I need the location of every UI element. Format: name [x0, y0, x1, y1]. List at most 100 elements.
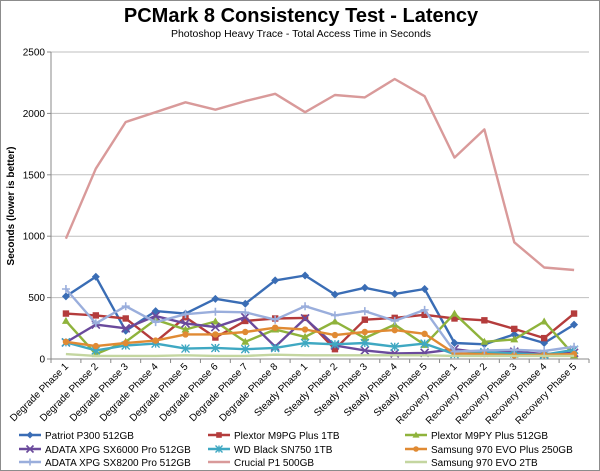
- data-point: [61, 292, 70, 301]
- data-point: [215, 445, 223, 453]
- data-point: [540, 317, 549, 325]
- data-point: [481, 317, 488, 324]
- data-point: [360, 345, 370, 355]
- data-point: [451, 315, 458, 322]
- data-point: [330, 339, 340, 349]
- legend-label: ADATA XPG SX6000 Pro 512GB: [45, 445, 191, 456]
- data-point: [450, 339, 459, 348]
- y-axis-ticks: 0 500 1000 1500 2000 2500: [23, 48, 46, 366]
- data-point: [420, 285, 429, 294]
- x-tick-label: Steady Phase 5: [372, 361, 430, 419]
- data-point: [450, 347, 459, 356]
- data-point: [330, 311, 339, 320]
- data-point: [300, 313, 310, 324]
- data-point: [510, 345, 519, 354]
- data-point: [301, 271, 310, 280]
- data-point: [26, 458, 34, 466]
- legend-item: Crucial P1 500GB: [208, 458, 314, 469]
- data-point: [330, 317, 339, 325]
- data-point: [62, 338, 70, 346]
- data-point: [61, 316, 70, 324]
- data-point: [480, 346, 489, 355]
- data-point: [216, 432, 222, 438]
- data-point: [413, 446, 419, 452]
- data-point: [420, 339, 430, 349]
- data-point: [210, 322, 220, 332]
- data-point: [360, 283, 369, 292]
- data-point: [390, 342, 400, 352]
- series-line: [64, 288, 575, 353]
- data-point: [480, 337, 489, 345]
- data-point: [121, 323, 131, 333]
- data-point: [62, 310, 70, 317]
- data-point: [26, 431, 34, 439]
- data-point: [25, 444, 35, 454]
- data-point: [180, 318, 191, 328]
- data-point: [151, 318, 160, 327]
- data-point: [421, 330, 428, 338]
- series-8: [65, 352, 575, 358]
- legend-item: Patriot P300 512GB: [19, 431, 134, 442]
- data-point: [240, 344, 250, 354]
- legend-item: WD Black SN750 1TB: [208, 445, 333, 456]
- series-line: [64, 77, 575, 272]
- gridlines: [47, 51, 589, 360]
- data-point: [510, 335, 519, 343]
- data-point: [241, 308, 250, 317]
- data-point: [211, 317, 220, 325]
- data-point: [540, 334, 548, 342]
- series-line: [65, 326, 575, 357]
- x-tick-label: Steady Phase 3: [312, 361, 370, 419]
- y-tick-label: 2500: [23, 48, 46, 59]
- data-point: [242, 328, 249, 336]
- legend-label: Crucial P1 500GB: [234, 458, 314, 469]
- data-point: [570, 310, 578, 317]
- data-point: [241, 337, 250, 345]
- data-point: [122, 315, 129, 322]
- legend: Patriot P300 512GB Plextor M9PG Plus 1TB P…: [19, 431, 573, 469]
- data-point: [270, 343, 280, 353]
- series-group: [61, 77, 579, 360]
- data-point: [360, 338, 370, 348]
- legend-label: Plextor M9PY Plus 512GB: [431, 431, 548, 442]
- legend-item: Samsung 970 EVO 2TB: [405, 458, 538, 469]
- legend-label: Patriot P300 512GB: [45, 431, 134, 442]
- data-point: [271, 276, 280, 285]
- data-point: [331, 345, 339, 353]
- data-point: [570, 320, 579, 329]
- data-point: [242, 317, 249, 325]
- x-tick-label: Steady Phase 1: [252, 361, 310, 419]
- data-point: [330, 290, 339, 299]
- y-axis-label: Seconds (lower is better): [6, 147, 17, 266]
- data-point: [240, 312, 250, 322]
- legend-label: Plextor M9PG Plus 1TB: [234, 431, 340, 442]
- y-tick-label: 2000: [23, 109, 46, 120]
- data-point: [511, 325, 518, 333]
- data-point: [92, 312, 100, 319]
- series-line: [65, 341, 575, 356]
- data-point: [122, 339, 129, 347]
- data-point: [361, 316, 369, 323]
- data-point: [181, 344, 190, 354]
- series-2: [61, 309, 579, 359]
- data-point: [271, 315, 280, 324]
- data-point: [391, 326, 398, 334]
- data-point: [211, 294, 220, 303]
- data-point: [271, 324, 279, 331]
- series-line: [65, 312, 575, 357]
- data-point: [210, 343, 220, 353]
- data-point: [450, 309, 459, 317]
- legend-label: ADATA XPG SX8200 Pro 512GB: [45, 458, 191, 469]
- y-tick-label: 500: [28, 293, 45, 304]
- data-point: [570, 342, 579, 351]
- data-point: [510, 330, 519, 339]
- data-point: [360, 307, 369, 316]
- data-point: [412, 431, 420, 438]
- chart-title: PCMark 8 Consistency Test - Latency: [124, 5, 479, 27]
- data-point: [361, 328, 369, 336]
- chart-subtitle: Photoshop Heavy Trace - Total Access Tim…: [171, 28, 431, 40]
- y-tick-label: 1000: [23, 232, 46, 243]
- data-point: [540, 347, 549, 356]
- data-point: [300, 338, 310, 348]
